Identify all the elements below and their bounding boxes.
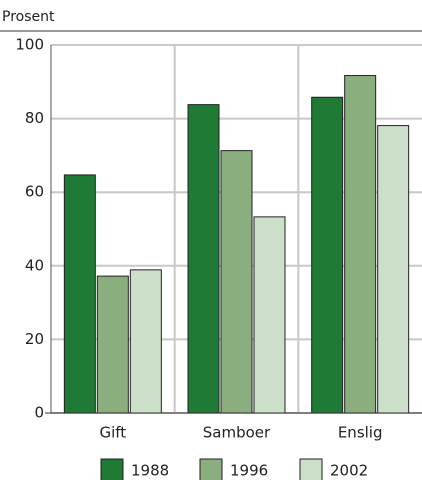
y-tick-label: 100 xyxy=(15,36,44,54)
y-tick-label: 20 xyxy=(25,330,44,348)
x-tick-label: Gift xyxy=(99,424,126,442)
y-tick-label: 60 xyxy=(25,183,44,201)
bar xyxy=(311,96,344,414)
bar xyxy=(253,216,286,414)
bar xyxy=(129,269,162,414)
y-axis-label: Prosent xyxy=(2,9,55,25)
legend-label: 1988 xyxy=(131,462,169,480)
y-tick-label: 80 xyxy=(25,109,44,127)
legend-label: 2002 xyxy=(330,462,368,480)
y-tick-label: 0 xyxy=(34,404,44,422)
bar xyxy=(220,150,253,414)
legend-swatch xyxy=(100,458,124,480)
bar xyxy=(63,174,96,414)
bar xyxy=(96,275,129,414)
legend-label: 1996 xyxy=(230,462,268,480)
legend-swatch xyxy=(199,458,223,480)
bar xyxy=(344,75,377,414)
legend-swatch xyxy=(299,458,323,480)
x-tick-label: Samboer xyxy=(203,424,271,442)
bar xyxy=(377,125,410,414)
y-tick-label: 40 xyxy=(25,256,44,274)
x-tick-label: Enslig xyxy=(338,424,383,442)
bar xyxy=(187,104,220,414)
